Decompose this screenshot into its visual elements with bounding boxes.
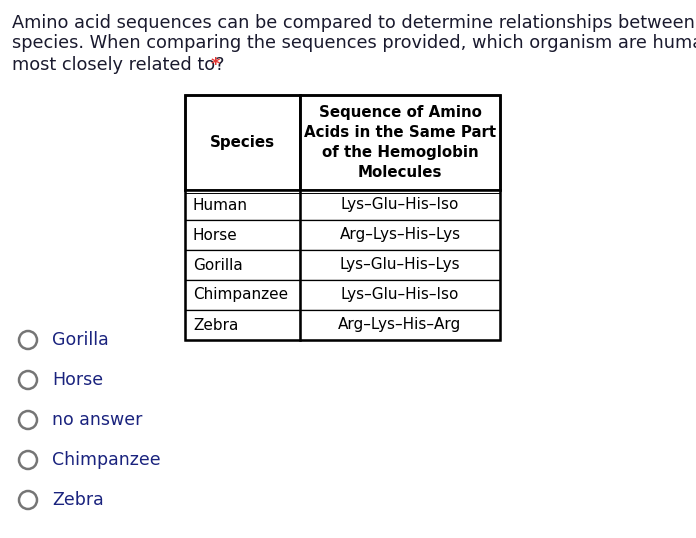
Text: Sequence of Amino
Acids in the Same Part
of the Hemoglobin
Molecules: Sequence of Amino Acids in the Same Part… [304,105,496,180]
Bar [185,190,300,220]
Text: most closely related to?: most closely related to? [12,56,225,74]
Text: Arg–Lys–His–Lys: Arg–Lys–His–Lys [340,228,461,243]
Bar [185,95,300,190]
Text: no answer: no answer [52,411,143,429]
Bar [300,95,500,190]
Text: Chimpanzee: Chimpanzee [193,287,288,302]
Text: Arg–Lys–His–Arg: Arg–Lys–His–Arg [338,317,461,332]
Text: species. When comparing the sequences provided, which organism are humans: species. When comparing the sequences pr… [12,34,696,52]
Text: Horse: Horse [52,371,103,389]
Text: Zebra: Zebra [193,317,238,332]
Text: Zebra: Zebra [52,491,104,509]
Text: Chimpanzee: Chimpanzee [52,451,161,469]
Text: *: * [205,56,221,74]
Text: Gorilla: Gorilla [52,331,109,349]
Bar [185,310,300,340]
Bar [300,280,500,310]
Text: Amino acid sequences can be compared to determine relationships between: Amino acid sequences can be compared to … [12,14,695,32]
Bar [300,190,500,220]
Text: Lys–Glu–His–Iso: Lys–Glu–His–Iso [341,287,459,302]
Bar [185,250,300,280]
Bar [300,250,500,280]
Text: Lys–Glu–His–Iso: Lys–Glu–His–Iso [341,197,459,213]
Bar [185,280,300,310]
Bar [185,95,500,340]
Text: Gorilla: Gorilla [193,258,243,273]
Text: Species: Species [210,135,275,150]
Bar [185,220,300,250]
Text: Lys–Glu–His–Lys: Lys–Glu–His–Lys [340,258,460,273]
Bar [300,310,500,340]
Text: Horse: Horse [193,228,238,243]
Bar [300,220,500,250]
Text: Human: Human [193,197,248,213]
